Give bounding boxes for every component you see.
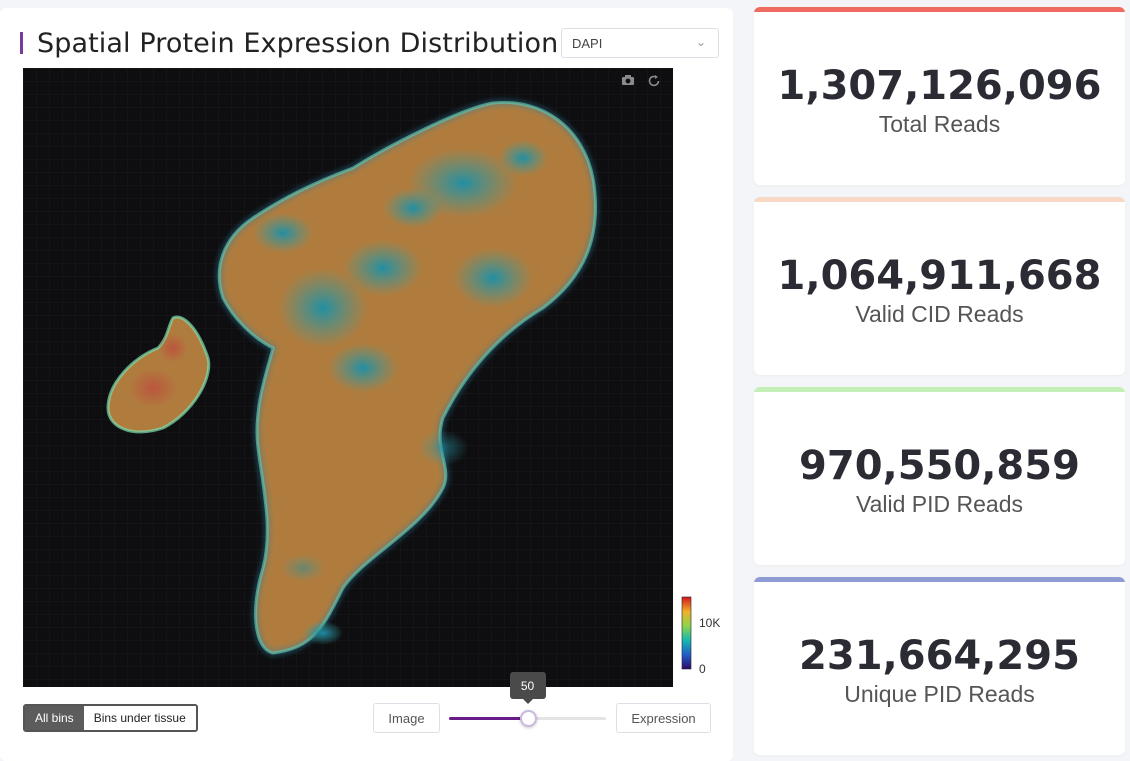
stat-value: 970,550,859 [799,443,1080,489]
expression-button[interactable]: Expression [616,703,711,733]
image-button[interactable]: Image [373,703,440,733]
blend-slider[interactable] [449,710,606,727]
stat-label: Valid PID Reads [855,491,1024,517]
card-accent-bar [754,577,1125,582]
stat-card-total-reads: 1,307,126,096 Total Reads [754,7,1125,185]
blend-slider-tooltip: 50 [509,672,546,704]
camera-icon[interactable] [621,74,639,92]
stat-value: 231,664,295 [799,633,1080,679]
stat-label: Total Reads [878,111,1001,137]
stat-card-valid-cid-reads: 1,064,911,668 Valid CID Reads [754,197,1125,375]
stat-value: 1,307,126,096 [777,63,1102,109]
spatial-image-viewer[interactable] [23,68,673,687]
stat-card-unique-pid-reads: 231,664,295 Unique PID Reads [754,577,1125,755]
blend-slider-fill [449,717,528,720]
title-accent-bar [20,32,23,54]
chevron-down-icon: ⌄ [695,35,706,49]
channel-select-value: DAPI [572,35,603,51]
tissue-image [23,68,673,687]
stat-value: 1,064,911,668 [777,253,1102,299]
bins-under-tissue-option[interactable]: Bins under tissue [83,706,196,730]
panel-title: Spatial Protein Expression Distribution [37,27,559,59]
card-accent-bar [754,197,1125,202]
reset-icon[interactable] [647,74,665,92]
panel-header: Spatial Protein Expression Distribution … [20,26,591,60]
stat-label: Valid CID Reads [855,301,1024,327]
card-accent-bar [754,7,1125,12]
blend-slider-thumb[interactable] [519,710,537,727]
stat-label: Unique PID Reads [844,681,1035,707]
card-accent-bar [754,387,1125,392]
colorbar [681,596,692,670]
all-bins-option[interactable]: All bins [25,706,84,730]
channel-select[interactable]: DAPI ⌄ [561,28,719,58]
colorbar-max-label: 10K [699,616,721,630]
stat-card-valid-pid-reads: 970,550,859 Valid PID Reads [754,387,1125,565]
bin-mode-toggle: All bins Bins under tissue [23,704,198,732]
colorbar-min-label: 0 [699,662,706,676]
